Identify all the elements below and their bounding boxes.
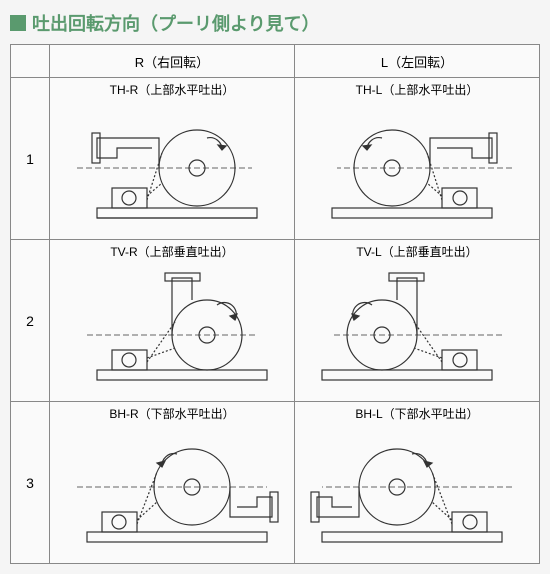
label-bh-r: BH-R（下部水平吐出） [50,402,295,426]
col-header-r: R（右回転） [50,45,295,78]
blower-diagram-icon [57,270,287,390]
diagram-tv-l [295,263,540,402]
title-bar: 吐出回転方向（プーリ側より見て） [10,10,540,36]
square-marker [10,15,26,31]
diagram-bh-r [50,425,295,564]
diagram-bh-l [295,425,540,564]
label-tv-l: TV-L（上部垂直吐出） [295,240,540,264]
page-title: 吐出回転方向（プーリ側より見て） [32,10,320,36]
diagram-th-l [295,101,540,240]
diagram-th-r [50,101,295,240]
label-th-l: TH-L（上部水平吐出） [295,78,540,102]
blower-diagram-icon [57,432,287,552]
diagram-tv-r [50,263,295,402]
corner-cell [11,45,50,78]
blower-diagram-icon [57,108,287,228]
row-num-3: 3 [11,402,50,564]
label-tv-r: TV-R（上部垂直吐出） [50,240,295,264]
col-header-l: L（左回転） [295,45,540,78]
rotation-table: R（右回転） L（左回転） 1 TH-R（上部水平吐出） TH-L（上部水平吐出… [10,44,540,564]
label-th-r: TH-R（上部水平吐出） [50,78,295,102]
row-num-2: 2 [11,240,50,402]
row-num-1: 1 [11,78,50,240]
blower-diagram-icon [302,108,532,228]
blower-diagram-icon [302,432,532,552]
blower-diagram-icon [302,270,532,390]
label-bh-l: BH-L（下部水平吐出） [295,402,540,426]
